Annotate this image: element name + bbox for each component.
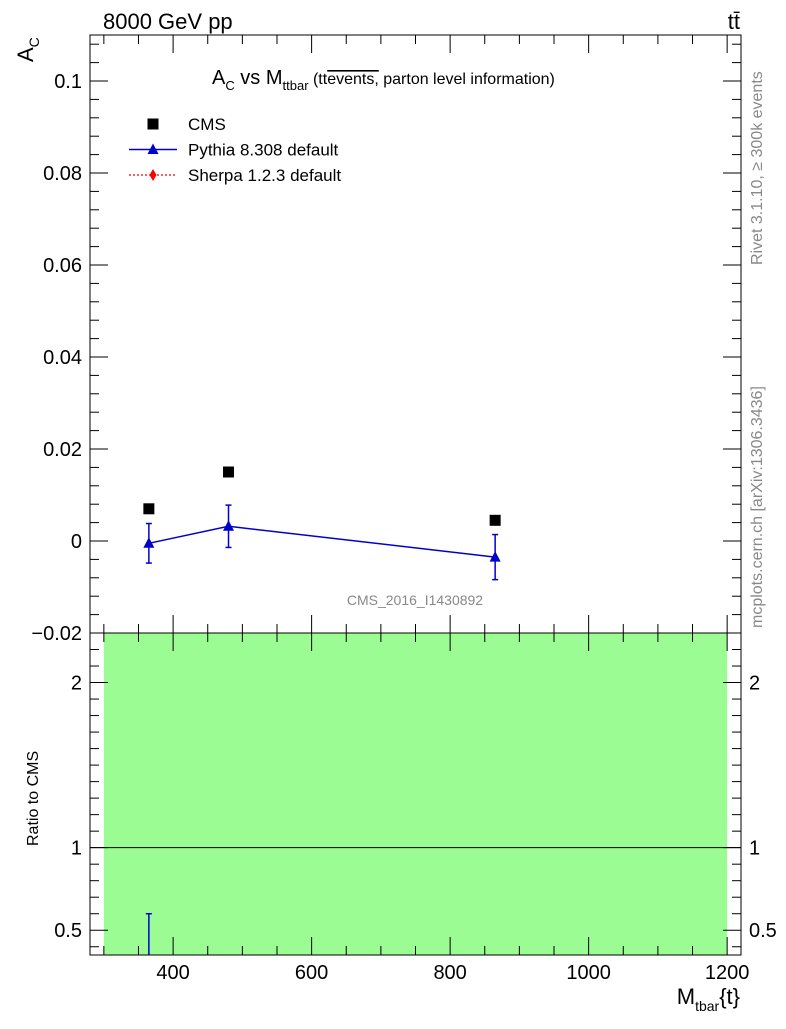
ratio-x-tick-label: 1000 [566,962,611,984]
x-axis-title-tail: {t} [719,984,740,1009]
legend-label: Sherpa 1.2.3 default [188,166,341,185]
pythia-point [489,551,501,562]
y-axis-title-main: AC [13,37,42,62]
cms-point [223,466,235,478]
ratio-y-tick-label-left: 1 [71,838,82,860]
main-y-tick-label: 0.04 [43,347,82,369]
process-label: tt̄ [728,9,740,34]
ratio-panel: 0.5 0.5 1 1 2 2 400 600 800 1000 1200 [54,632,777,984]
ratio-y-tick-label-left: 0.5 [54,920,82,942]
main-data-layer [143,466,501,581]
main-panel: −0.02 0 0.02 0.04 0.06 0.08 0.1 [31,34,742,645]
main-y-tick-label: −0.02 [31,623,82,645]
cms-point [143,503,155,515]
x-axis-title-sub: tbar [695,998,719,1014]
ratio-band [103,633,728,955]
y-axis-title-ratio: Ratio to CMS [25,751,42,846]
legend: CMS Pythia 8.308 default Sherpa 1.2.3 defa… [129,115,341,185]
legend-label: Pythia 8.308 default [188,141,339,160]
ratio-x-tick-label: 400 [156,962,189,984]
cms-point [489,514,501,526]
analysis-watermark: CMS_2016_I1430892 [347,592,483,608]
ratio-x-tick-label: 800 [433,962,466,984]
ratio-x-tick-label: 600 [295,962,328,984]
plot-title-vs: vs M [235,67,283,89]
main-y-tick-label: 0 [71,531,82,553]
pythia-line [148,525,496,558]
ratio-x-tick-label: 1200 [705,962,750,984]
legend-label: CMS [188,115,226,134]
x-axis-title: Mtbar{t} [677,984,740,1014]
plot-title: AC vs Mttbar (ttevents, parton level inf… [212,67,555,93]
ratio-data-layer [145,912,152,955]
main-y-tick-label: 0.08 [43,163,82,185]
rivet-label: Rivet 3.1.10, ≥ 300k events [749,71,766,265]
main-y-tick-label: 0.06 [43,255,82,277]
ratio-y-tick-label-right: 0.5 [749,920,777,942]
ratio-y-tick-label-left: 2 [71,673,82,695]
pythia-point [223,520,235,531]
plot-title-m-sub: ttbar [283,78,310,93]
plot-title-a: A [212,67,226,89]
main-y-tick-label: 0.02 [43,439,82,461]
ratio-y-tick-label-right: 2 [749,673,760,695]
mcplots-label: mcplots.cern.ch [arXiv:1306.3436] [749,386,766,628]
ratio-y-ticks: 0.5 0.5 1 1 2 2 [54,649,777,948]
y-axis-title-main-sub: C [26,37,42,47]
pythia-point [143,537,155,548]
main-y-ticks: −0.02 0 0.02 0.04 0.06 0.08 0.1 [31,43,741,645]
energy-label: 8000 GeV pp [103,9,233,34]
legend-sherpa-marker [149,169,157,181]
main-y-tick-label: 0.1 [54,71,82,93]
plot-title-rest: parton level information) [379,71,555,88]
y-axis-title-main-a: A [13,47,38,62]
plot-title-paren: (tt [309,71,328,88]
x-axis-title-m: M [677,984,695,1009]
legend-pythia-marker [147,143,159,154]
main-x-ticks [103,35,728,633]
ratio-x-ticks: 400 600 800 1000 1200 [103,633,750,984]
ratio-y-tick-label-right: 1 [749,838,760,860]
plot-title-overlined: events, [327,71,379,88]
plot-title-a-sub: C [225,78,234,93]
legend-cms-marker [147,118,159,130]
